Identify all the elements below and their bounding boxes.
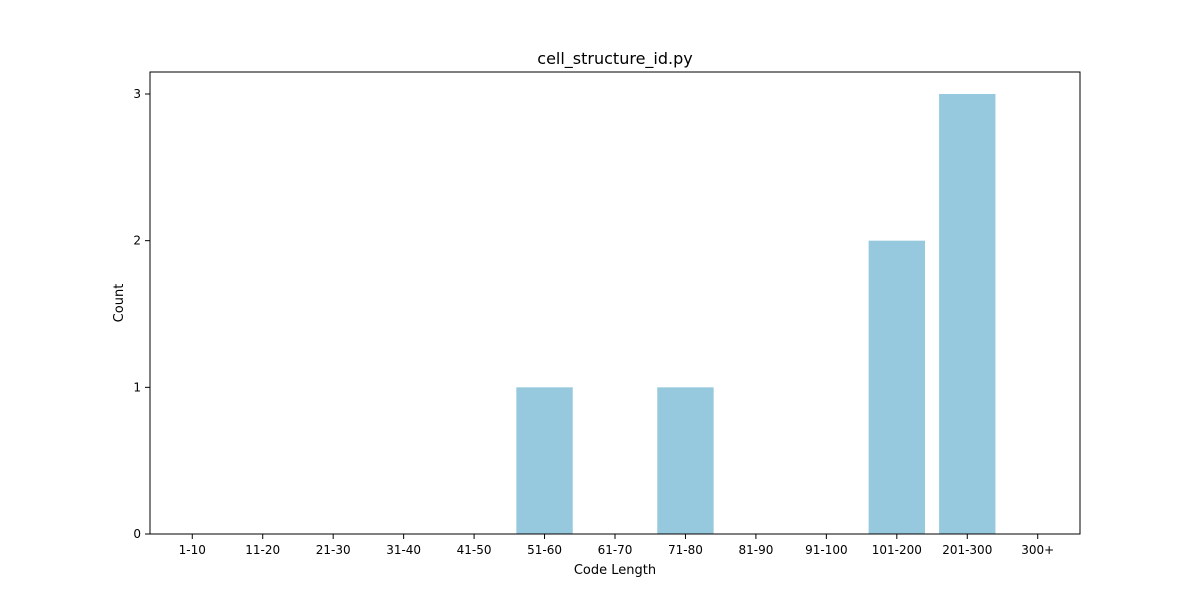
y-tick-label: 3: [133, 87, 141, 101]
bars-layer: [516, 94, 996, 534]
y-tick-label: 1: [133, 380, 141, 394]
x-tick-label: 71-80: [668, 543, 703, 557]
y-ticks: 0 1 2 3: [133, 87, 150, 541]
y-axis-label: Count: [112, 284, 127, 323]
x-tick-label: 11-20: [245, 543, 280, 557]
x-tick-label: 201-300: [942, 543, 992, 557]
x-tick-label: 300+: [1021, 543, 1054, 557]
y-tick-label: 0: [133, 527, 141, 541]
bar-201-300: [939, 94, 996, 534]
x-tick-label: 51-60: [527, 543, 562, 557]
x-tick-label: 21-30: [316, 543, 351, 557]
bar-101-200: [868, 240, 925, 534]
x-tick-label: 61-70: [598, 543, 633, 557]
x-tick-label: 31-40: [386, 543, 421, 557]
bar-51-60: [516, 387, 573, 534]
y-tick-label: 2: [133, 234, 141, 248]
x-tick-label: 101-200: [872, 543, 922, 557]
x-tick-label: 81-90: [738, 543, 773, 557]
x-tick-label: 91-100: [805, 543, 848, 557]
x-tick-label: 41-50: [457, 543, 492, 557]
x-tick-label: 1-10: [179, 543, 206, 557]
x-axis-label: Code Length: [574, 563, 656, 578]
chart-title: cell_structure_id.py: [537, 49, 692, 69]
x-ticks: 1-10 11-20 21-30 31-40 41-50 51-60 61-70 71-80 8…: [179, 534, 1054, 557]
bar-71-80: [657, 387, 714, 534]
